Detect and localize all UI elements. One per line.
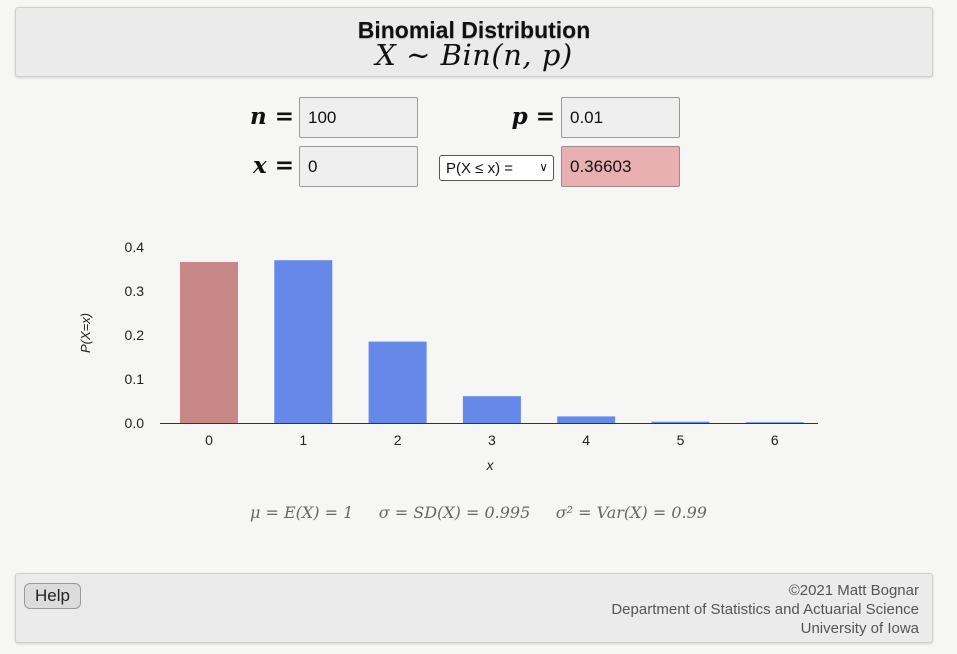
x-tick-label: 0 bbox=[205, 432, 213, 448]
x-input[interactable] bbox=[299, 146, 418, 187]
x-tick-label: 4 bbox=[582, 432, 590, 448]
probability-result-field[interactable] bbox=[561, 146, 680, 187]
probability-type-select[interactable]: P(X ≤ x) = ∨ bbox=[439, 155, 554, 181]
y-axis: 0.0 0.1 0.2 0.3 0.4 bbox=[125, 239, 145, 431]
chevron-down-icon: ∨ bbox=[539, 160, 548, 174]
y-tick-label: 0.1 bbox=[125, 371, 145, 387]
bar-x-6 bbox=[745, 422, 804, 423]
y-tick-label: 0.3 bbox=[125, 283, 145, 299]
binomial-bar-chart: 0.0 0.1 0.2 0.3 0.4 0 1 2 3 4 5 6 P(X=x) x bbox=[78, 239, 818, 473]
p-label: p = bbox=[511, 103, 555, 130]
bar-x-5 bbox=[651, 421, 710, 423]
bar-x-1 bbox=[274, 260, 333, 423]
x-label: x = bbox=[253, 152, 294, 179]
x-tick-label: 1 bbox=[299, 432, 307, 448]
n-input[interactable] bbox=[299, 97, 418, 138]
y-axis-label: P(X=x) bbox=[78, 313, 93, 353]
x-tick-label: 5 bbox=[677, 432, 685, 448]
p-input[interactable] bbox=[561, 97, 680, 138]
x-tick-label: 2 bbox=[394, 432, 402, 448]
distribution-formula: X ∼ Bin(n, p) bbox=[375, 38, 573, 72]
distribution-statistics: μ = E(X) = 1 σ = SD(X) = 0.995 σ² = Var(… bbox=[250, 503, 707, 522]
bar-x-0 bbox=[180, 261, 238, 423]
x-axis-label: x bbox=[486, 457, 495, 473]
probability-type-value: P(X ≤ x) = bbox=[446, 159, 513, 177]
bar-x-3 bbox=[462, 396, 521, 423]
y-tick-label: 0.0 bbox=[125, 415, 145, 431]
x-tick-label: 6 bbox=[771, 432, 779, 448]
y-tick-label: 0.4 bbox=[125, 239, 145, 255]
help-button[interactable]: Help bbox=[24, 583, 81, 609]
header-panel: Binomial Distribution X ∼ Bin(n, p) bbox=[15, 7, 933, 77]
credit-copyright: ©2021 Matt Bognar bbox=[788, 582, 919, 599]
y-tick-label: 0.2 bbox=[125, 327, 145, 343]
x-axis-ticks: 0 1 2 3 4 5 6 bbox=[205, 432, 779, 448]
footer-panel: Help ©2021 Matt Bognar Department of Sta… bbox=[15, 573, 933, 643]
page-title: Binomial Distribution bbox=[357, 17, 591, 43]
credit-department: Department of Statistics and Actuarial S… bbox=[611, 601, 919, 618]
credit-university: University of Iowa bbox=[800, 620, 919, 637]
bars-group bbox=[180, 260, 804, 423]
x-tick-label: 3 bbox=[488, 432, 496, 448]
n-label: n = bbox=[249, 103, 294, 130]
bar-x-4 bbox=[557, 416, 616, 423]
credits: ©2021 Matt Bognar Department of Statisti… bbox=[611, 581, 919, 638]
bar-x-2 bbox=[368, 341, 427, 423]
